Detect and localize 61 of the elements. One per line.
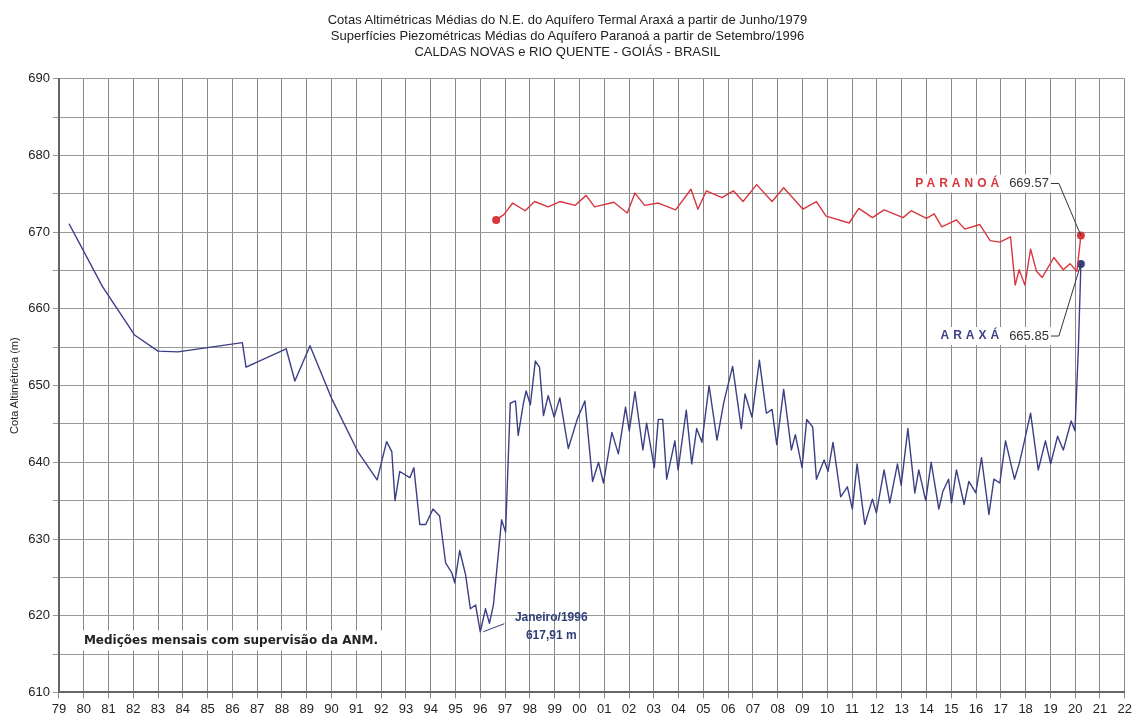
y-tick-label: 660	[28, 300, 50, 316]
y-tick-label: 690	[28, 70, 50, 86]
x-tick-label: 17	[993, 700, 1009, 716]
y-tick-label: 640	[28, 453, 50, 469]
x-tick-label: 89	[299, 700, 314, 716]
data-label: 665.85	[1009, 327, 1049, 343]
x-tick-label: 06	[720, 700, 736, 716]
y-tick-label: 650	[28, 377, 50, 393]
x-tick-label: 09	[795, 700, 810, 716]
x-tick-label: 96	[473, 700, 488, 716]
series-label: PARANOÁ	[915, 174, 1004, 190]
x-tick-label: 10	[820, 700, 835, 716]
x-tick-label: 03	[646, 700, 662, 716]
x-tick-label: 83	[150, 700, 166, 716]
x-tick-label: 16	[968, 700, 984, 716]
x-tick-label: 98	[522, 700, 538, 716]
x-tick-label: 97	[497, 700, 513, 716]
data-label: 669.57	[1009, 175, 1049, 191]
x-tick-label: 11	[845, 700, 859, 716]
x-tick-label: 22	[1117, 700, 1132, 716]
annotation: Medições mensais com supervisão da ANM.	[83, 632, 379, 647]
y-tick-label: 620	[28, 607, 50, 623]
x-tick-label: 13	[894, 700, 909, 716]
x-tick-label: 85	[200, 700, 215, 716]
x-tick-label: 93	[398, 700, 414, 716]
x-tick-label: 02	[621, 700, 637, 716]
x-tick-label: 00	[572, 700, 587, 716]
y-tick-label: 610	[28, 683, 50, 699]
x-tick-label: 07	[745, 700, 761, 716]
x-tick-label: 95	[448, 700, 463, 716]
x-tick-label: 18	[1018, 700, 1033, 716]
chart-title: Cotas Altimétricas Médias do N.E. do Aquífero Termal Araxá a partir de Junho/1979	[326, 12, 809, 28]
x-tick-label: 19	[1043, 700, 1058, 716]
text: ARAXÁ	[940, 327, 1004, 343]
x-tick-label: 20	[1067, 700, 1083, 716]
x-tick-label: 81	[101, 700, 116, 716]
x-tick-label: 08	[770, 700, 785, 716]
x-tick-label: 86	[225, 700, 240, 716]
x-tick-label: 90	[324, 700, 339, 716]
y-tick-label: 670	[28, 223, 50, 239]
x-tick-label: 94	[423, 700, 438, 716]
x-tick-label: 04	[671, 700, 686, 716]
x-tick-label: 12	[869, 700, 885, 716]
y-tick-label: 630	[28, 530, 50, 546]
x-tick-label: 80	[76, 700, 91, 716]
x-tick-label: 82	[126, 700, 141, 716]
x-tick-label: 84	[175, 700, 191, 716]
chart-subtitle: Superfícies Piezométricas Médias do Aquífero Paranoá a partir de Setembro/1996 CALDAS NOVAS e RIO QUENTE - GOIÁS - BRASIL	[329, 28, 806, 60]
x-tick-label: 87	[249, 700, 265, 716]
x-tick-label: 79	[51, 700, 67, 716]
x-tick-label: 14	[919, 700, 934, 716]
y-axis-title: Cota Altimétrica (m)	[7, 337, 20, 434]
x-tick-label: 88	[274, 700, 290, 716]
x-tick-label: 99	[547, 700, 562, 716]
x-tick-label: 91	[349, 700, 364, 716]
x-tick-label: 01	[596, 700, 612, 716]
x-tick-label: 05	[696, 700, 711, 716]
x-tick-label: 92	[373, 700, 389, 716]
x-tick-label: 21	[1092, 700, 1108, 716]
y-tick-label: 680	[28, 147, 50, 163]
x-tick-label: 15	[944, 700, 959, 716]
